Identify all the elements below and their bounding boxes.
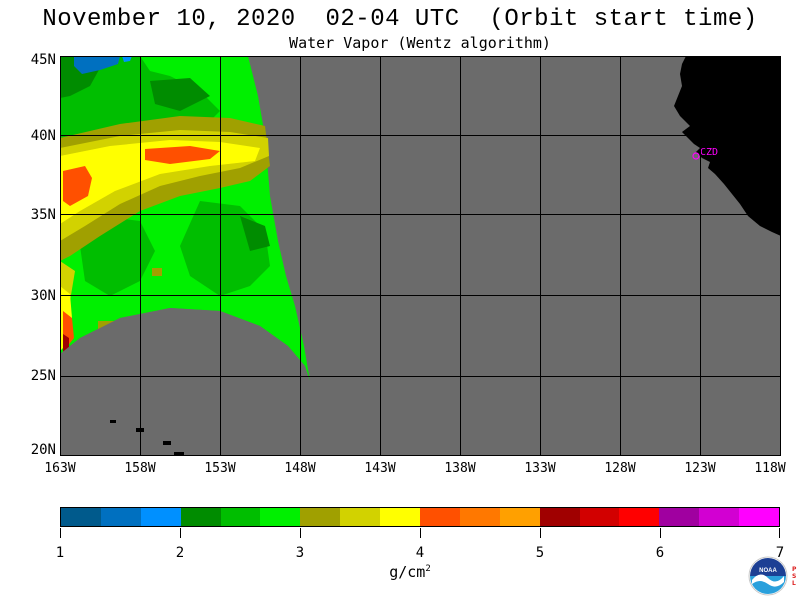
colorbar-label-1: 1 xyxy=(55,545,65,561)
colorbar-swatch xyxy=(699,508,740,526)
noaa-logo-icon: NOAA xyxy=(748,556,788,596)
lon-label-163w: 163W xyxy=(44,461,76,476)
lon-label-153w: 153W xyxy=(204,461,236,476)
map-subtitle: Water Vapor (Wentz algorithm) xyxy=(289,34,551,52)
colorbar-label-7: 7 xyxy=(775,545,785,561)
colorbar-tick xyxy=(60,528,61,538)
colorbar-tick xyxy=(300,528,301,538)
colorbar-tick xyxy=(540,528,541,538)
colorbar-label-2: 2 xyxy=(175,545,185,561)
graticule xyxy=(60,56,781,456)
lat-label-30n: 30N xyxy=(30,288,56,304)
units-superscript: 2 xyxy=(425,564,431,574)
colorbar-swatch xyxy=(659,508,700,526)
map-canvas: CZD xyxy=(60,56,781,456)
lon-label-158w: 158W xyxy=(124,461,156,476)
colorbar-swatch xyxy=(459,508,500,526)
lon-label-123w: 123W xyxy=(684,461,716,476)
colorbar-swatch xyxy=(499,508,540,526)
colorbar-swatch xyxy=(100,508,141,526)
czd-station-marker xyxy=(692,152,700,160)
colorbar-tick xyxy=(180,528,181,538)
water-vapor-map: CZD xyxy=(60,56,781,456)
colorbar-swatch xyxy=(260,508,301,526)
colorbar-swatch xyxy=(180,508,221,526)
bay xyxy=(708,172,716,180)
colorbar-swatch xyxy=(539,508,580,526)
color-scale-bar xyxy=(60,507,780,527)
colorbar-swatch xyxy=(61,508,101,526)
lon-label-133w: 133W xyxy=(524,461,556,476)
czd-station-label: CZD xyxy=(700,147,718,158)
noaa-logo-text: NOAA xyxy=(759,568,777,574)
lat-label-45n: 45N xyxy=(30,52,56,68)
colorbar-swatch xyxy=(420,508,460,526)
colorbar-label-3: 3 xyxy=(295,545,305,561)
lat-label-40n: 40N xyxy=(30,128,56,144)
map-frame xyxy=(60,56,781,456)
colorbar-swatch xyxy=(579,508,620,526)
units-text: g/cm xyxy=(389,563,426,581)
swath-gap xyxy=(60,308,310,456)
colorbar-label-6: 6 xyxy=(655,545,665,561)
colorbar-swatch xyxy=(220,508,261,526)
lon-label-128w: 128W xyxy=(604,461,636,476)
colorbar-swatch xyxy=(619,508,660,526)
colorbar-label-4: 4 xyxy=(415,545,425,561)
colorbar-swatch xyxy=(140,508,181,526)
lon-label-138w: 138W xyxy=(444,461,476,476)
lon-label-118w: 118W xyxy=(754,461,786,476)
colorbar-label-5: 5 xyxy=(535,545,545,561)
lon-label-148w: 148W xyxy=(284,461,316,476)
map-title: November 10, 2020 02-04 UTC (Orbit start… xyxy=(42,6,758,33)
colorbar-tick xyxy=(420,528,421,538)
colorbar-swatch xyxy=(300,508,341,526)
colorbar-swatch xyxy=(739,508,780,526)
colorbar-swatch xyxy=(380,508,421,526)
lat-label-20n: 20N xyxy=(30,442,56,458)
lat-label-35n: 35N xyxy=(30,207,56,223)
lon-label-143w: 143W xyxy=(364,461,396,476)
moisture-swath xyxy=(60,56,310,381)
lat-label-25n: 25N xyxy=(30,368,56,384)
colorbar-tick xyxy=(660,528,661,538)
colorbar-units: g/cm2 xyxy=(360,563,460,581)
colorbar-swatch xyxy=(340,508,381,526)
colorbar-tick xyxy=(779,528,780,538)
